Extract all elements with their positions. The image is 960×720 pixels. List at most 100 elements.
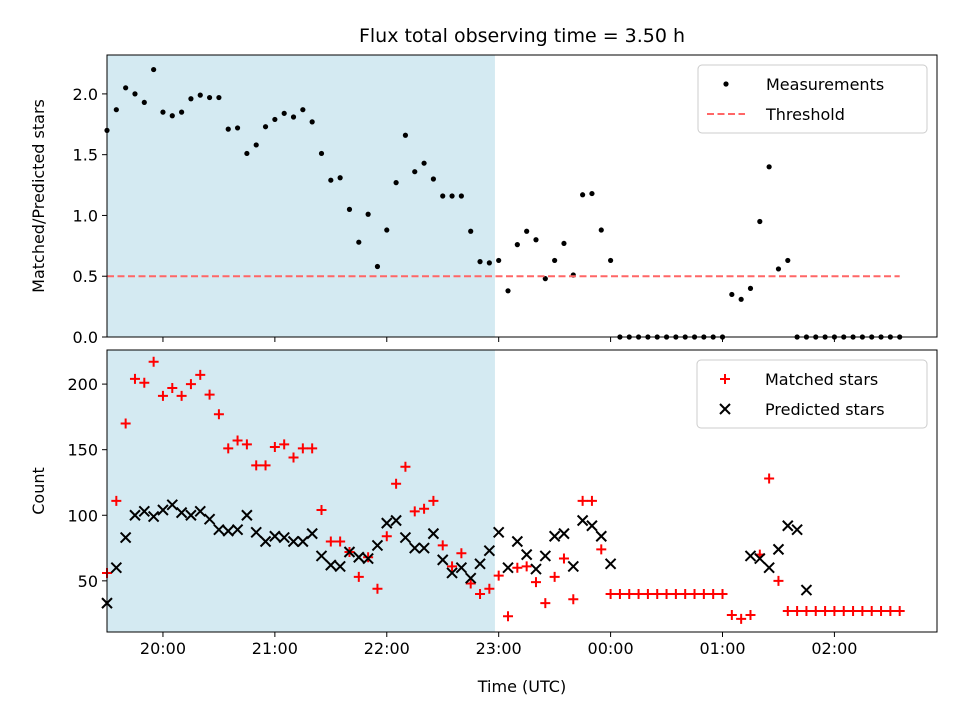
data-point [160, 109, 166, 115]
data-point [642, 588, 653, 599]
data-point [409, 506, 420, 517]
data-point [309, 119, 315, 125]
series-matched-stars [102, 356, 905, 624]
observing-span [107, 350, 495, 632]
data-point [384, 227, 390, 233]
data-point [430, 176, 437, 182]
axes-frame [106, 349, 938, 633]
data-point [440, 193, 446, 199]
data-point [511, 535, 524, 548]
data-point [148, 356, 159, 367]
data-point [605, 588, 616, 599]
data-point [520, 548, 533, 561]
data-point [428, 495, 439, 506]
data-point [399, 531, 412, 544]
y-tick-label: 50 [78, 572, 98, 591]
chart-title: Flux total observing time = 3.50 h [359, 25, 685, 47]
legend-marker [723, 81, 729, 87]
x-axis-label: Time (UTC) [477, 677, 566, 696]
data-point [800, 584, 813, 596]
legend-label: Matched stars [765, 370, 878, 389]
data-point [111, 495, 122, 506]
data-point [132, 91, 138, 97]
data-point [197, 92, 203, 98]
data-point [241, 509, 253, 521]
data-point [447, 561, 458, 572]
data-point [726, 609, 737, 620]
data-point [391, 478, 402, 489]
data-point [328, 177, 334, 183]
data-point [838, 606, 849, 617]
axes-frame [106, 54, 938, 338]
legend-label: Predicted stars [765, 400, 885, 419]
data-point [598, 227, 604, 233]
data-point [607, 257, 614, 264]
data-point [427, 527, 440, 540]
data-point [604, 558, 617, 570]
data-point [757, 218, 763, 225]
data-point [558, 553, 569, 564]
data-point [782, 520, 794, 532]
data-point [708, 588, 719, 599]
data-point [785, 257, 791, 264]
data-point [456, 548, 467, 559]
x-tick-label: 02:00 [811, 639, 857, 658]
data-point [885, 606, 896, 617]
data-point [123, 85, 129, 91]
y-tick-label: 150 [67, 441, 98, 460]
data-point [652, 588, 663, 599]
data-point [419, 503, 430, 514]
data-point [848, 606, 859, 617]
data-point [138, 505, 151, 518]
data-point [782, 606, 793, 617]
data-point [288, 452, 299, 463]
data-point [514, 242, 520, 248]
data-point [175, 506, 188, 519]
data-point [540, 598, 551, 609]
data-point [188, 96, 194, 102]
data-point [272, 116, 278, 123]
data-point [493, 570, 504, 581]
data-point [374, 263, 381, 270]
data-point [356, 239, 362, 245]
data-point [775, 266, 782, 272]
data-point [791, 523, 803, 536]
y-axis-label: Count [29, 467, 48, 515]
data-point [729, 291, 735, 298]
data-point [502, 562, 514, 574]
data-point [269, 442, 280, 453]
data-point [129, 373, 140, 384]
data-point [250, 526, 262, 539]
data-point [558, 527, 570, 540]
legend: Measurements Threshold [697, 64, 928, 134]
data-point [169, 113, 175, 119]
data-point [576, 514, 589, 527]
data-point [745, 609, 756, 620]
data-point [548, 530, 561, 542]
data-point [465, 578, 476, 589]
data-point [533, 237, 539, 243]
data-point [568, 594, 579, 605]
data-point [580, 192, 586, 198]
data-point [337, 175, 343, 181]
data-point [365, 211, 371, 217]
x-tick-label: 20:00 [140, 639, 186, 658]
data-point [262, 124, 269, 130]
data-point [120, 418, 131, 429]
y-tick-label: 0.5 [73, 267, 98, 286]
data-point [409, 542, 421, 554]
data-point [661, 588, 672, 599]
data-point [179, 109, 185, 115]
data-point [402, 132, 409, 138]
y-tick-label: 200 [67, 375, 98, 394]
data-point [474, 558, 486, 570]
data-point [316, 505, 327, 516]
data-point [496, 257, 502, 264]
data-point [670, 588, 681, 599]
data-point [477, 259, 483, 265]
data-point [318, 150, 325, 157]
data-point [353, 571, 364, 582]
y-tick-label: 1.5 [73, 146, 98, 165]
data-point [157, 390, 168, 401]
data-point [147, 510, 160, 523]
